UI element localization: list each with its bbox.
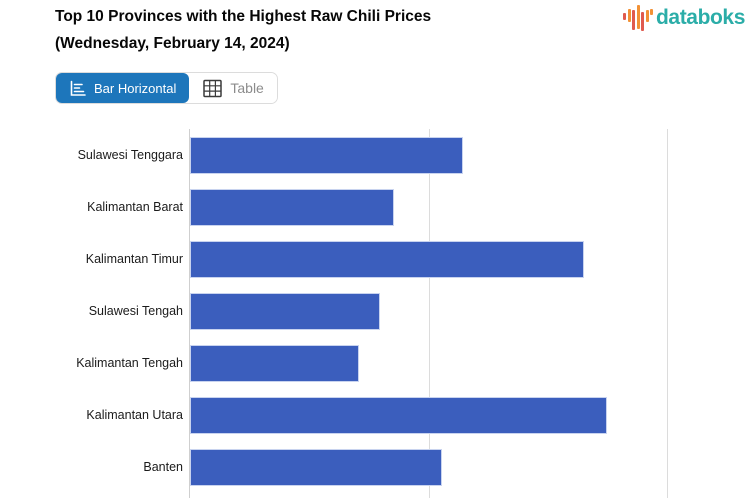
table-button-label: Table — [230, 80, 264, 96]
bar-kalimantan-barat[interactable] — [190, 188, 394, 226]
chart-row: Kalimantan Utara — [0, 389, 753, 441]
bar-horizontal-button-label: Bar Horizontal — [94, 80, 177, 96]
chart-row: Kalimantan Barat — [0, 181, 753, 233]
gridline — [667, 129, 668, 498]
bar-banten[interactable] — [190, 448, 442, 486]
bar-kalimantan-utara[interactable] — [190, 396, 607, 434]
chart-title-line-1: Top 10 Provinces with the Highest Raw Ch… — [55, 8, 432, 25]
y-axis-label: Kalimantan Utara — [86, 408, 183, 422]
y-axis-label: Kalimantan Timur — [85, 252, 183, 266]
databoks-equalizer-bars-icon — [623, 4, 653, 32]
table-button[interactable]: Table — [189, 73, 277, 103]
view-switcher: Bar Horizontal Table — [55, 72, 278, 104]
table-grid-icon — [202, 78, 223, 99]
chart-title: Top 10 Provinces with the Highest Raw Ch… — [55, 3, 431, 57]
databoks-logo: databoks — [623, 4, 745, 32]
databoks-logo-text: databoks — [656, 6, 745, 29]
chart-row: Sulawesi Tenggara — [0, 129, 753, 181]
y-axis-label: Sulawesi Tengah — [88, 304, 183, 318]
bar-chart: Sulawesi Tenggara Kalimantan Barat Kaliman… — [0, 129, 753, 498]
bar-sulawesi-tenggara[interactable] — [190, 136, 463, 174]
y-axis-label: Kalimantan Tengah — [76, 356, 183, 370]
chart-row: Kalimantan Timur — [0, 233, 753, 285]
bar-sulawesi-tengah[interactable] — [190, 292, 380, 330]
horizontal-bar-chart-icon — [69, 80, 87, 97]
chart-rows: Sulawesi Tenggara Kalimantan Barat Kaliman… — [0, 129, 753, 493]
bar-horizontal-button[interactable]: Bar Horizontal — [56, 73, 190, 103]
y-axis-line — [189, 129, 190, 498]
bar-kalimantan-timur[interactable] — [190, 240, 584, 278]
y-axis-label: Banten — [143, 460, 183, 474]
gridline — [429, 129, 430, 498]
chart-row: Kalimantan Tengah — [0, 337, 753, 389]
bar-kalimantan-tengah[interactable] — [190, 344, 359, 382]
chart-title-line-2: (Wednesday, February 14, 2024) — [55, 35, 290, 52]
y-axis-label: Sulawesi Tenggara — [77, 148, 183, 162]
chart-row: Sulawesi Tengah — [0, 285, 753, 337]
y-axis-label: Kalimantan Barat — [87, 200, 183, 214]
chart-row: Banten — [0, 441, 753, 493]
